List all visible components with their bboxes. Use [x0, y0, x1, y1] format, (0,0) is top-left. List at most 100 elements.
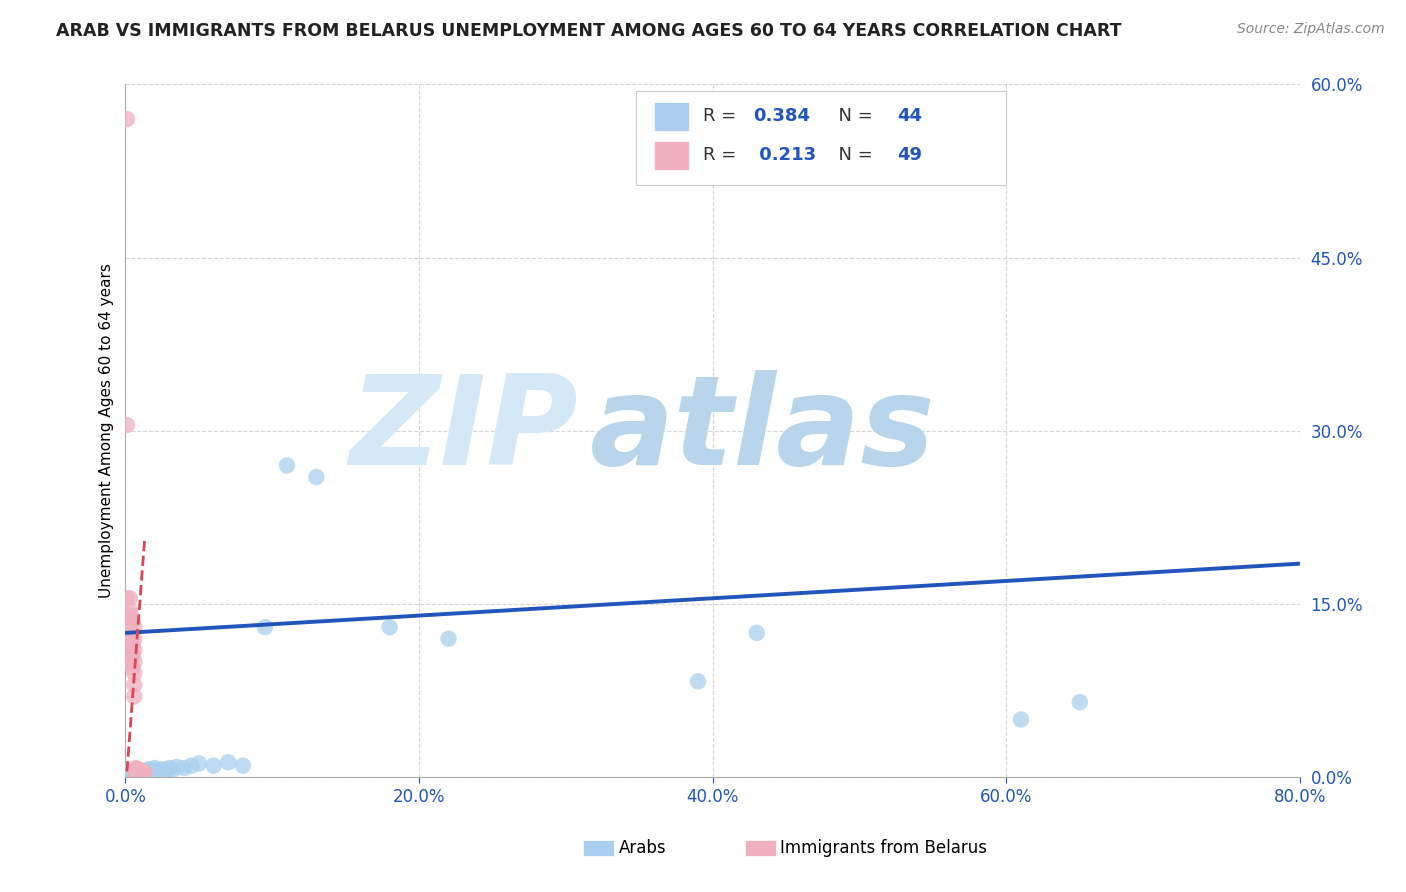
Point [146, 764, 169, 778]
Point [127, 766, 149, 780]
Point [217, 755, 239, 769]
Point [115, 764, 138, 779]
Point [128, 765, 150, 780]
Point [115, 626, 138, 640]
Point [305, 470, 328, 484]
Point [117, 637, 139, 651]
Point [437, 632, 460, 646]
Point [155, 764, 177, 778]
Text: Source: ZipAtlas.com: Source: ZipAtlas.com [1237, 22, 1385, 37]
Point [124, 655, 146, 669]
Point [121, 660, 143, 674]
Point [121, 765, 143, 780]
Point [1010, 713, 1032, 727]
Point [117, 766, 139, 780]
Point [127, 764, 149, 779]
Point [127, 762, 149, 776]
Text: atlas: atlas [589, 370, 935, 491]
Point [138, 762, 160, 776]
Point [120, 648, 142, 663]
Point [120, 766, 142, 780]
Point [173, 761, 195, 775]
Point [125, 764, 148, 779]
Text: N =: N = [827, 107, 879, 125]
Point [202, 758, 225, 772]
Point [378, 620, 401, 634]
Point [132, 764, 155, 779]
Point [121, 648, 143, 663]
Text: N =: N = [827, 146, 879, 164]
Point [124, 678, 146, 692]
Point [129, 764, 152, 778]
Point [118, 620, 141, 634]
Text: ARAB VS IMMIGRANTS FROM BELARUS UNEMPLOYMENT AMONG AGES 60 TO 64 YEARS CORRELATI: ARAB VS IMMIGRANTS FROM BELARUS UNEMPLOY… [56, 22, 1122, 40]
Point [127, 764, 149, 778]
Point [276, 458, 298, 473]
Point [117, 764, 139, 778]
Point [121, 626, 143, 640]
Point [118, 768, 141, 782]
Text: 49: 49 [897, 146, 922, 164]
Text: ZIP: ZIP [349, 370, 578, 491]
Text: R =: R = [703, 146, 742, 164]
Point [125, 764, 148, 779]
Text: R =: R = [703, 107, 742, 125]
Point [124, 620, 146, 634]
Point [124, 643, 146, 657]
Bar [654, 141, 689, 169]
Point [128, 764, 150, 779]
Point [117, 655, 139, 669]
Point [253, 620, 276, 634]
Text: Immigrants from Belarus: Immigrants from Belarus [780, 839, 987, 857]
Point [118, 591, 141, 606]
Point [124, 690, 146, 704]
Point [131, 765, 153, 780]
Point [125, 762, 148, 776]
Point [120, 632, 142, 646]
Point [121, 615, 143, 629]
Point [143, 761, 166, 775]
Point [125, 761, 148, 775]
Point [150, 762, 173, 776]
Text: 0.213: 0.213 [752, 146, 815, 164]
Point [129, 765, 152, 780]
Point [115, 112, 138, 126]
Point [118, 765, 141, 780]
Point [117, 608, 139, 623]
Point [232, 758, 254, 772]
Point [129, 764, 152, 779]
Point [118, 603, 141, 617]
Point [124, 764, 146, 779]
Y-axis label: Unemployment Among Ages 60 to 64 years: Unemployment Among Ages 60 to 64 years [100, 263, 114, 599]
Point [115, 766, 138, 780]
Text: 44: 44 [897, 107, 922, 125]
Point [128, 765, 150, 780]
Point [125, 764, 148, 778]
Point [134, 765, 156, 780]
Point [180, 758, 202, 772]
Text: Arabs: Arabs [619, 839, 666, 857]
Point [124, 766, 146, 780]
Point [129, 764, 152, 778]
Point [127, 765, 149, 780]
Point [118, 626, 141, 640]
Point [166, 760, 188, 774]
Point [125, 765, 148, 780]
Point [118, 655, 141, 669]
Point [159, 761, 181, 775]
Point [1069, 695, 1091, 709]
Point [120, 764, 142, 779]
Point [117, 620, 139, 634]
Point [132, 764, 155, 779]
Point [124, 666, 146, 681]
Point [128, 764, 150, 779]
FancyBboxPatch shape [637, 91, 1007, 185]
Point [686, 674, 709, 689]
Point [120, 608, 142, 623]
Point [745, 626, 768, 640]
Point [115, 418, 138, 433]
Bar [654, 102, 689, 131]
Point [129, 765, 152, 780]
Text: 0.384: 0.384 [752, 107, 810, 125]
Point [124, 632, 146, 646]
